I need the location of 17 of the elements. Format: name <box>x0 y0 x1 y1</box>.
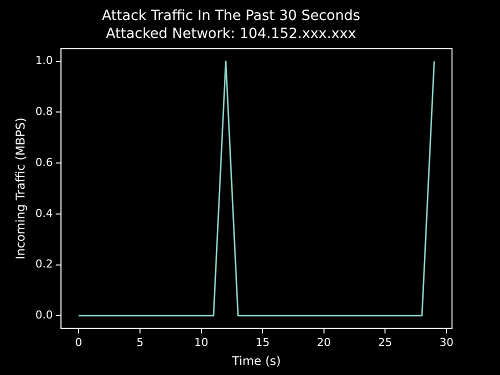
x-tick-label: 15 <box>256 336 270 349</box>
chart-title: Attack Traffic In The Past 30 Seconds <box>102 8 360 24</box>
y-tick-label: 0.4 <box>35 206 53 220</box>
x-tick-label: 30 <box>439 336 454 349</box>
y-tick-label: 0.0 <box>35 308 53 322</box>
y-tick-label: 1.0 <box>35 54 53 68</box>
x-axis-title: Time (s) <box>231 354 281 368</box>
x-tick-label: 10 <box>194 336 208 349</box>
x-tick-label: 25 <box>378 336 392 349</box>
x-tick-label: 20 <box>316 336 331 349</box>
x-tick-label: 0 <box>75 336 82 349</box>
chart-subtitle: Attacked Network: 104.152.xxx.xxx <box>106 26 356 42</box>
y-tick-label: 0.8 <box>35 105 53 118</box>
x-tick-label: 5 <box>136 336 144 349</box>
y-tick-label: 0.6 <box>35 156 53 169</box>
y-axis-title: Incoming Traffic (MBPS) <box>13 118 28 260</box>
y-tick-label: 0.2 <box>35 258 53 271</box>
